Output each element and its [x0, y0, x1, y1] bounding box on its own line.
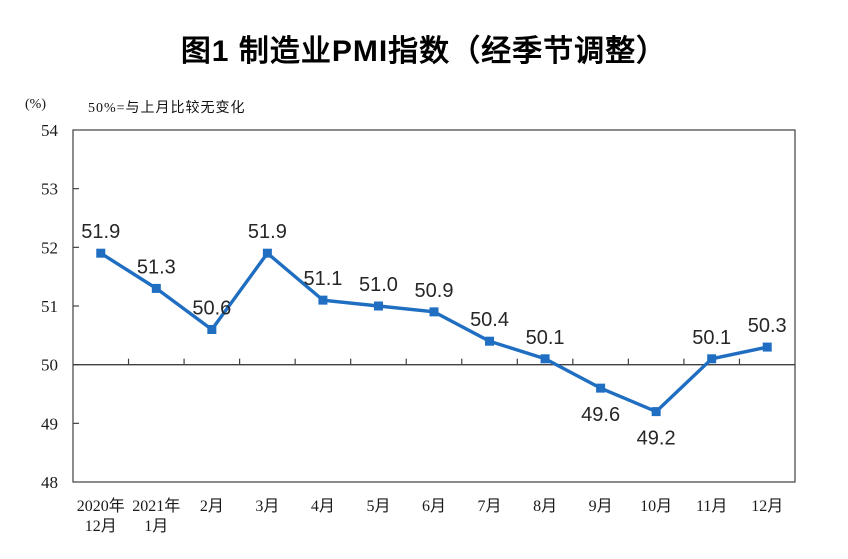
data-point-label: 50.6 — [192, 297, 231, 319]
y-axis-unit-label: (%) — [25, 97, 46, 112]
data-point-marker — [762, 342, 772, 352]
data-point-marker — [485, 336, 495, 346]
data-point-label: 49.6 — [581, 404, 620, 426]
data-point-marker — [429, 307, 439, 317]
x-axis-category-label: 8月 — [533, 498, 557, 515]
data-point-marker — [651, 407, 661, 417]
data-point-marker — [596, 383, 606, 393]
pmi-line-series — [99, 251, 768, 414]
baseline-note: 50%=与上月比较无变化 — [88, 101, 246, 116]
data-point-label: 50.1 — [692, 327, 731, 349]
data-point-label: 50.9 — [415, 280, 454, 302]
x-axis-category-label: 2020年 — [77, 497, 125, 515]
x-axis-category-label: 12月 — [85, 518, 117, 535]
y-axis-tick-label: 54 — [41, 121, 59, 140]
x-axis-category-label: 2月 — [200, 498, 224, 515]
data-point-label: 51.1 — [303, 268, 342, 290]
x-axis-category-label: 4月 — [311, 498, 335, 515]
data-point-label: 50.4 — [470, 309, 509, 331]
x-axis-category-label: 1月 — [144, 518, 168, 535]
data-point-label: 50.3 — [748, 315, 787, 337]
y-axis-tick-label: 49 — [41, 414, 58, 433]
data-point-marker — [540, 354, 550, 364]
data-point-marker — [151, 283, 161, 293]
data-point-marker — [262, 248, 272, 258]
data-point-label: 50.1 — [526, 327, 565, 349]
data-point-label: 51.9 — [248, 221, 287, 243]
y-axis-tick-label: 52 — [41, 238, 58, 257]
data-point-marker — [207, 324, 217, 334]
y-axis-tick-label: 50 — [41, 356, 58, 375]
y-axis-tick-label: 48 — [41, 473, 58, 492]
data-point-label: 51.0 — [359, 274, 398, 296]
x-axis-category-label: 10月 — [640, 498, 672, 515]
chart-title: 图1 制造业PMI指数（经季节调整） — [180, 35, 668, 68]
data-point-marker — [707, 354, 717, 364]
data-point-marker — [373, 301, 383, 311]
data-point-marker — [318, 295, 328, 305]
x-axis-category-label: 5月 — [366, 498, 390, 515]
x-axis-category-label: 9月 — [589, 498, 613, 515]
data-point-label: 51.3 — [137, 256, 176, 278]
data-point-label: 51.9 — [81, 221, 120, 243]
x-axis-category-label: 6月 — [422, 498, 446, 515]
x-axis-category-label: 3月 — [255, 498, 279, 515]
x-axis-category-label: 12月 — [751, 498, 783, 515]
y-axis-tick-label: 53 — [41, 180, 58, 199]
data-point-marker — [96, 248, 106, 258]
x-axis-category-label: 11月 — [696, 498, 727, 515]
x-axis-category-label: 2021年 — [132, 497, 180, 515]
x-axis-category-label: 7月 — [478, 498, 502, 515]
data-point-label: 49.2 — [637, 428, 676, 450]
y-axis-tick-label: 51 — [41, 297, 58, 316]
